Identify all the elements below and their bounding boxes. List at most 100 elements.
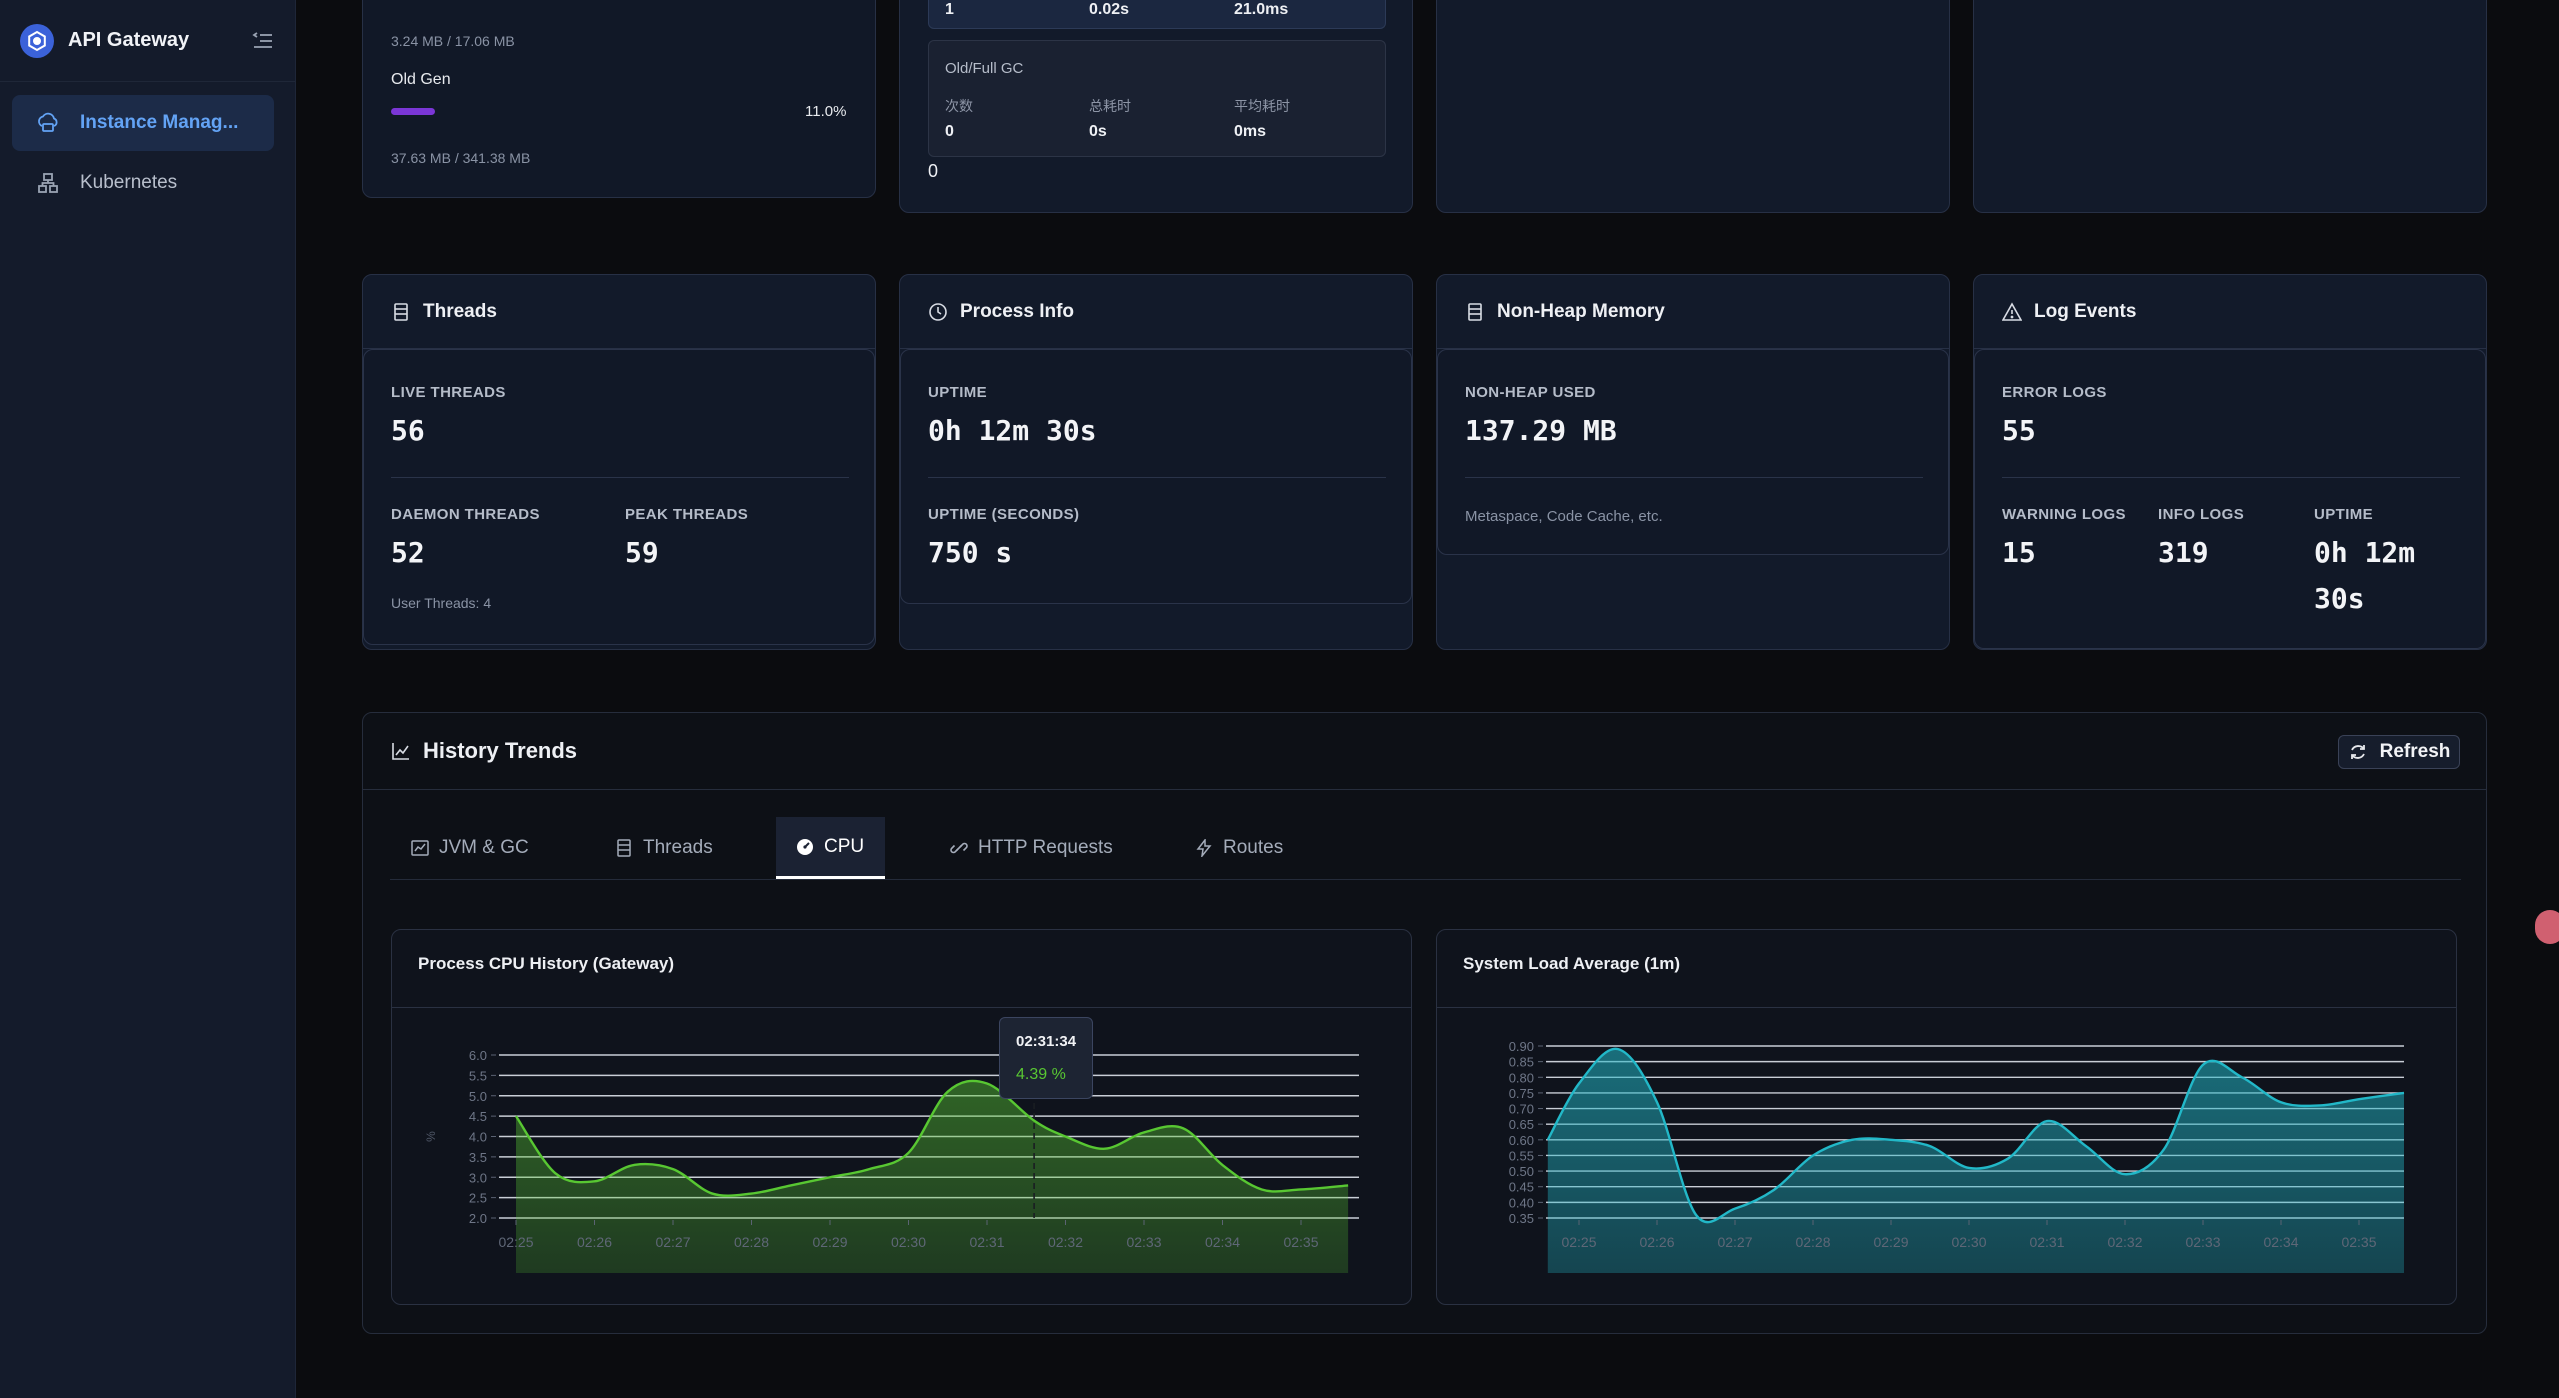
col-total-label: 总耗时 bbox=[1089, 98, 1131, 114]
y-axis-label: % bbox=[424, 1131, 438, 1142]
young-gc-avg: 21.0ms bbox=[1234, 1, 1289, 18]
refresh-button[interactable]: Refresh bbox=[2338, 735, 2460, 769]
x-tick-label: 02:27 bbox=[1717, 1234, 1752, 1250]
x-tick-label: 02:30 bbox=[891, 1234, 926, 1250]
y-tick-label: 6.0 bbox=[469, 1048, 487, 1063]
logs-card-title: Log Events bbox=[2034, 300, 2137, 322]
young-gen-size: 3.24 MB / 17.06 MB bbox=[391, 33, 515, 49]
y-tick-label: 3.0 bbox=[469, 1170, 487, 1185]
nonheap-used-value: 137.29 MB bbox=[1465, 414, 1617, 447]
nonheap-card-header: Non-Heap Memory bbox=[1437, 275, 1949, 349]
old-gc-title: Old/Full GC bbox=[945, 60, 1024, 77]
nonheap-inner: NON-HEAP USED 137.29 MB Metaspace, Code … bbox=[1437, 349, 1949, 555]
line-chart-icon bbox=[411, 840, 429, 856]
y-tick-label: 4.5 bbox=[469, 1109, 487, 1124]
y-tick-label: 2.0 bbox=[469, 1211, 487, 1226]
y-tick-label: 0.85 bbox=[1509, 1055, 1534, 1070]
divider bbox=[2002, 477, 2460, 478]
error-logs-value: 55 bbox=[2002, 414, 2036, 447]
nonheap-used-label: NON-HEAP USED bbox=[1465, 384, 1596, 401]
cluster-icon bbox=[36, 171, 60, 195]
series-line bbox=[1546, 1047, 2405, 1224]
collapse-menu-icon[interactable] bbox=[251, 29, 275, 53]
y-tick-label: 5.5 bbox=[469, 1068, 487, 1083]
divider bbox=[1465, 477, 1923, 478]
y-tick-label: 0.35 bbox=[1509, 1211, 1534, 1226]
x-tick-label: 02:34 bbox=[1205, 1234, 1240, 1250]
tab-label: Routes bbox=[1223, 837, 1284, 858]
empty-card-1 bbox=[1436, 0, 1950, 213]
x-tick-label: 02:28 bbox=[1795, 1234, 1830, 1250]
tab-label: Threads bbox=[643, 837, 713, 858]
live-threads-label: LIVE THREADS bbox=[391, 384, 506, 401]
non-heap-memory-card: Non-Heap Memory NON-HEAP USED 137.29 MB … bbox=[1436, 274, 1950, 650]
divider bbox=[391, 477, 849, 478]
cpu-chart-svg[interactable]: 6.0 5.5 5.0 4.5 4.0 3.5 3.0 2.5 2.0 02:25 02:26 02:… bbox=[392, 1008, 1411, 1305]
old-gen-label: Old Gen bbox=[391, 71, 451, 88]
x-tick-label: 02:28 bbox=[734, 1234, 769, 1250]
chart-title: System Load Average (1m) bbox=[1463, 954, 1680, 973]
info-logs-value: 319 bbox=[2158, 536, 2209, 569]
warning-logs-label: WARNING LOGS bbox=[2002, 506, 2126, 523]
tab-label: CPU bbox=[824, 835, 865, 857]
x-tick-label: 02:35 bbox=[2341, 1234, 2376, 1250]
tab-label: HTTP Requests bbox=[978, 837, 1113, 858]
tabs-divider bbox=[390, 879, 2461, 880]
y-tick-label: 2.5 bbox=[469, 1191, 487, 1206]
col-count-label: 次数 bbox=[945, 98, 973, 114]
tab-threads[interactable]: Threads bbox=[595, 817, 733, 879]
user-threads: User Threads: 4 bbox=[391, 595, 492, 611]
daemon-threads-value: 52 bbox=[391, 536, 425, 569]
nonheap-card-title: Non-Heap Memory bbox=[1497, 300, 1665, 322]
y-tick-label: 3.5 bbox=[469, 1150, 487, 1165]
sidebar-item-kubernetes[interactable]: Kubernetes bbox=[12, 155, 274, 211]
load-chart-svg[interactable]: 0.900.850.800.750.700.650.600.550.500.45… bbox=[1437, 1008, 2456, 1305]
x-tick-label: 02:29 bbox=[812, 1234, 847, 1250]
uptime-label: UPTIME bbox=[928, 384, 988, 401]
old-gc-box: Old/Full GC 次数 总耗时 平均耗时 0 0s 0ms bbox=[928, 40, 1386, 157]
chart-title: Process CPU History (Gateway) bbox=[418, 954, 675, 973]
uptime-value: 0h 12m 30s bbox=[928, 414, 1097, 447]
link-icon bbox=[950, 842, 968, 854]
gc-card: 1 0.02s 21.0ms Old/Full GC 次数 总耗时 平均耗时 0… bbox=[899, 0, 1413, 213]
x-tick-label: 02:25 bbox=[1561, 1234, 1596, 1250]
x-tick-label: 02:26 bbox=[1639, 1234, 1674, 1250]
threads-card: Threads LIVE THREADS 56 DAEMON THREADS 5… bbox=[362, 274, 876, 650]
dashboard-icon bbox=[797, 838, 813, 855]
x-tick-label: 02:32 bbox=[1048, 1234, 1083, 1250]
threads-inner: LIVE THREADS 56 DAEMON THREADS 52 PEAK T… bbox=[363, 349, 875, 645]
empty-card-2 bbox=[1973, 0, 2487, 213]
tooltip-value: 4.39 % bbox=[1016, 1066, 1066, 1083]
sidebar-item-label: Kubernetes bbox=[80, 172, 178, 193]
logs-uptime-line1: 0h 12m bbox=[2314, 536, 2416, 569]
floating-assistant-button[interactable] bbox=[2535, 910, 2559, 944]
process-card-header: Process Info bbox=[900, 275, 1412, 349]
list-icon bbox=[394, 302, 408, 321]
sidebar-item-label: Instance Manag... bbox=[80, 112, 239, 133]
sidebar-item-instance-management[interactable]: Instance Manag... bbox=[12, 95, 274, 151]
x-tick-label: 02:25 bbox=[498, 1234, 533, 1250]
old-gc-avg: 0ms bbox=[1234, 123, 1267, 140]
threads-card-header: Threads bbox=[363, 275, 875, 349]
chart-area: 0.90 0.85 0.80 0.75 0.70 0.65 0.60 0.55 0.50 0.45… bbox=[1437, 1007, 2456, 1304]
threads-card-title: Threads bbox=[423, 300, 497, 322]
tab-cpu[interactable]: CPU bbox=[776, 817, 885, 879]
tab-routes[interactable]: Routes bbox=[1175, 817, 1303, 879]
uptime-seconds-label: UPTIME (SECONDS) bbox=[928, 506, 1080, 523]
x-tick-label: 02:27 bbox=[655, 1234, 690, 1250]
x-tick-label: 02:31 bbox=[969, 1234, 1004, 1250]
logs-card-header: Log Events bbox=[1974, 275, 2486, 349]
x-tick-label: 02:29 bbox=[1873, 1234, 1908, 1250]
tab-http-requests[interactable]: HTTP Requests bbox=[930, 817, 1133, 879]
tab-jvm-gc[interactable]: JVM & GC bbox=[391, 817, 549, 879]
y-tick-label: 0.60 bbox=[1509, 1133, 1534, 1148]
y-tick-label: 0.90 bbox=[1509, 1039, 1534, 1054]
peak-threads-label: PEAK THREADS bbox=[625, 506, 749, 523]
x-tick-label: 02:30 bbox=[1951, 1234, 1986, 1250]
y-tick-label: 0.65 bbox=[1509, 1117, 1534, 1132]
x-tick-label: 02:35 bbox=[1283, 1234, 1318, 1250]
info-logs-label: INFO LOGS bbox=[2158, 506, 2245, 523]
logs-uptime-line2: 30s bbox=[2314, 582, 2365, 615]
cloud-server-icon bbox=[36, 111, 60, 135]
history-card-header: History Trends bbox=[363, 713, 2486, 790]
